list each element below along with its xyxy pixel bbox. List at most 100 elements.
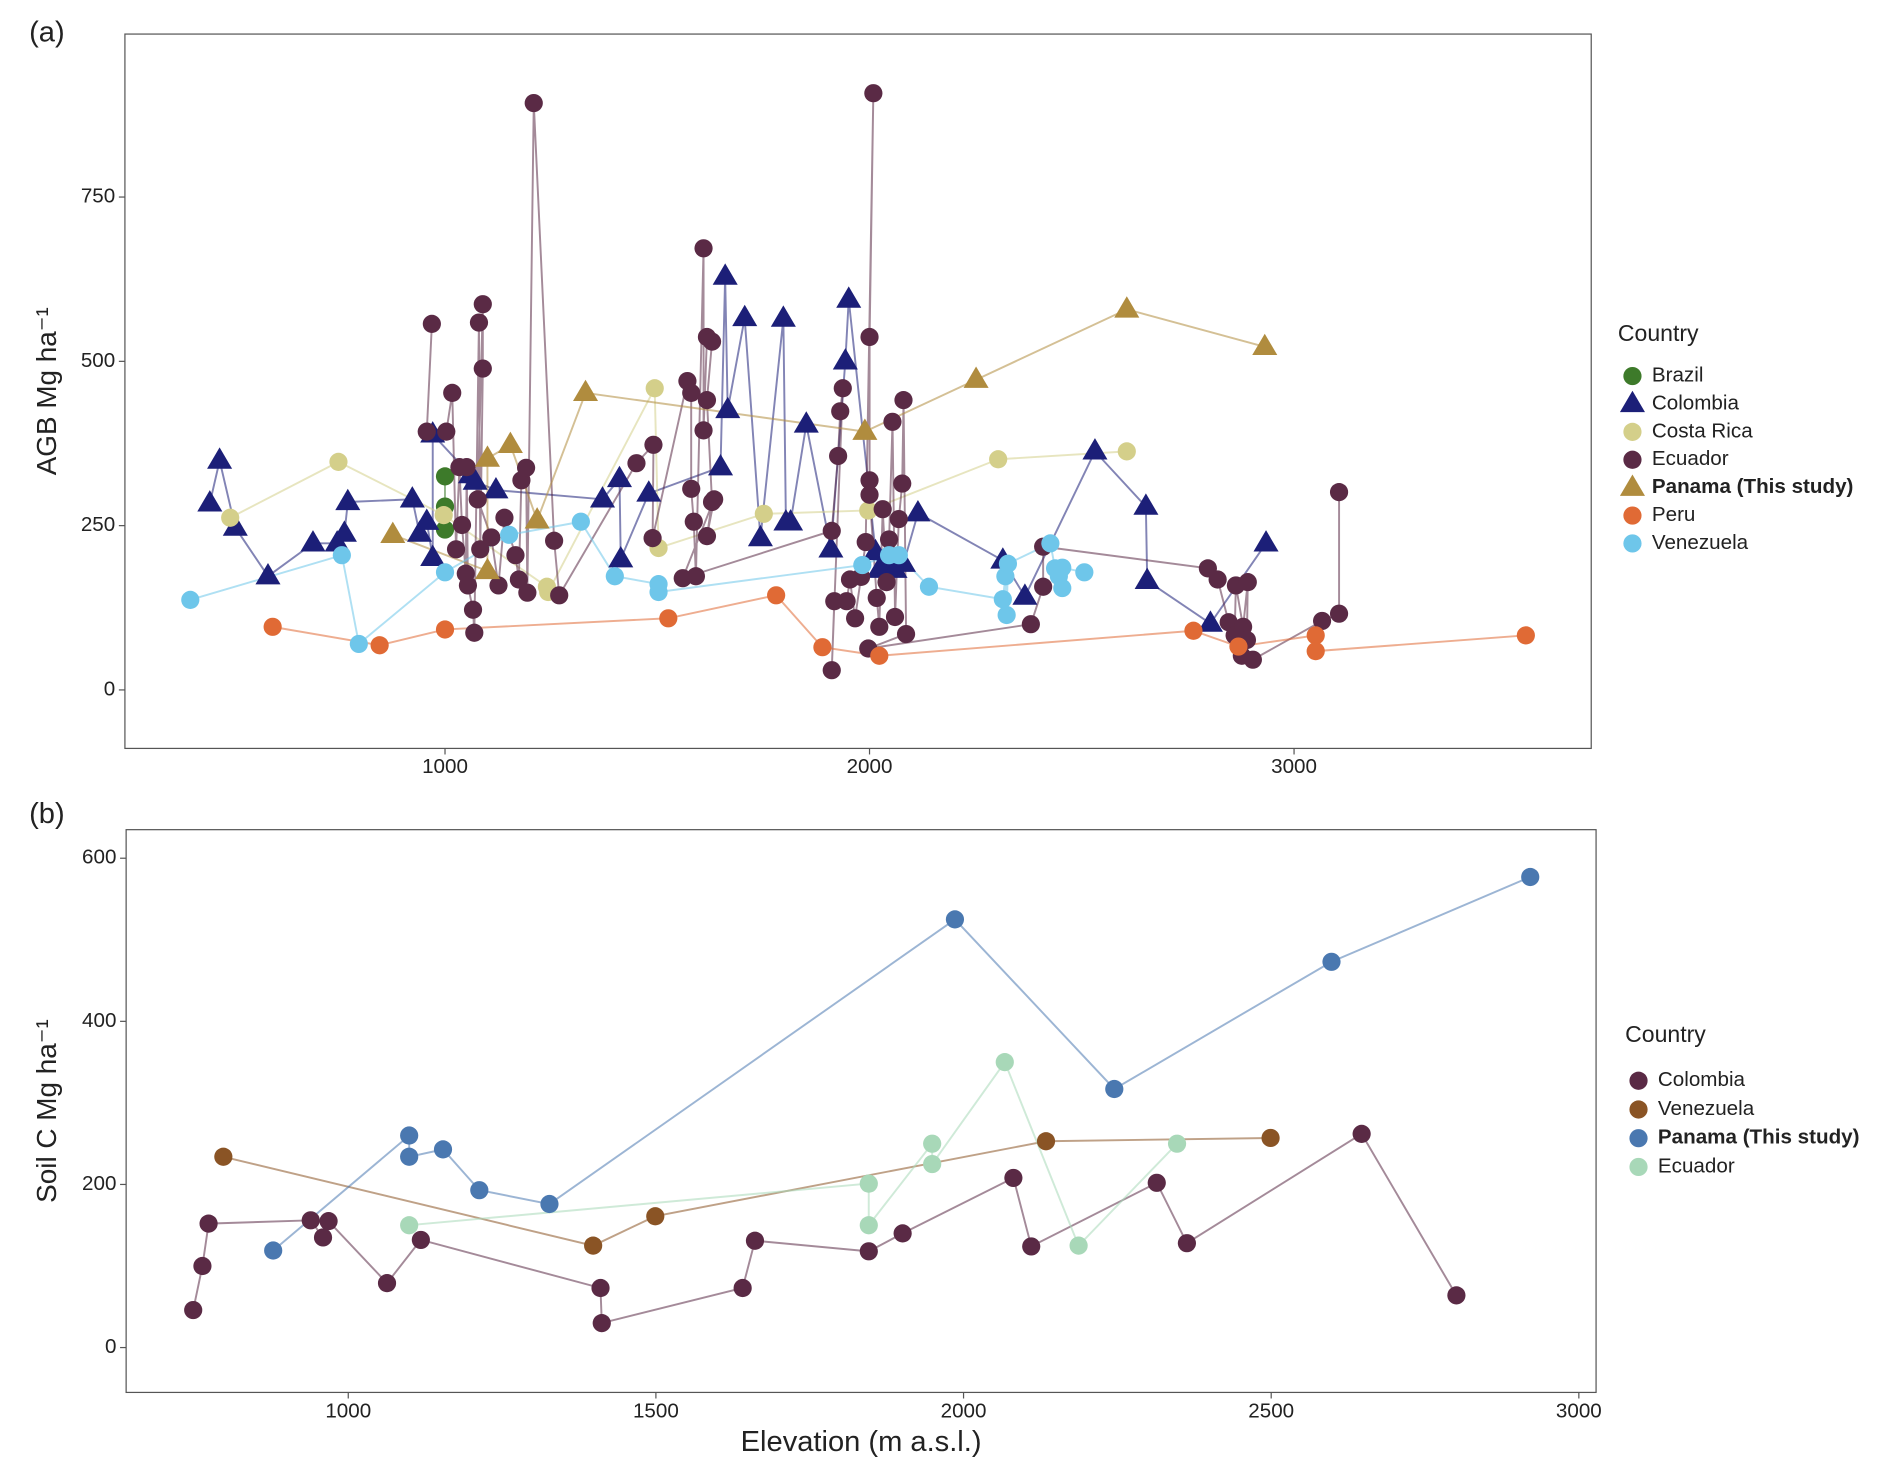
legend-marker	[1629, 1100, 1648, 1119]
data-point	[963, 366, 989, 388]
data-point	[1329, 483, 1349, 502]
data-point	[214, 1147, 233, 1166]
data-point	[945, 910, 965, 929]
x-tick-label: 2000	[847, 755, 893, 778]
legend-title: Country	[1618, 320, 1699, 346]
data-point	[199, 1214, 218, 1233]
legend-marker	[1619, 390, 1645, 413]
data-point	[1243, 650, 1262, 669]
data-point	[1022, 1237, 1041, 1256]
data-point	[1133, 493, 1159, 515]
data-point	[300, 530, 326, 552]
data-point	[1306, 642, 1325, 661]
data-point	[1177, 1234, 1196, 1253]
data-point	[1034, 577, 1053, 596]
data-point	[335, 488, 361, 511]
data-point	[923, 1154, 942, 1174]
data-point	[435, 467, 455, 486]
data-point	[584, 1236, 603, 1255]
data-point	[853, 555, 872, 575]
data-point	[649, 582, 668, 602]
series-line	[208, 276, 1267, 625]
data-point	[443, 383, 462, 402]
x-tick-label: 1000	[325, 1399, 371, 1422]
data-point	[1041, 534, 1060, 553]
data-point	[745, 1231, 765, 1250]
data-point	[417, 422, 436, 441]
data-point	[407, 520, 433, 542]
data-point	[591, 1278, 610, 1298]
data-point	[889, 546, 908, 565]
panel-label: (a)	[29, 17, 65, 49]
data-point	[463, 600, 483, 619]
data-point	[495, 508, 514, 527]
data-point	[457, 458, 476, 477]
y-tick-label: 500	[81, 349, 115, 372]
data-point	[694, 421, 713, 440]
legend-label: Peru	[1652, 503, 1696, 526]
y-tick-label: 400	[82, 1009, 116, 1032]
data-point	[331, 520, 357, 542]
legend-label: Venezuela	[1658, 1097, 1755, 1120]
data-point	[733, 1278, 752, 1298]
data-point	[437, 422, 456, 441]
data-point	[422, 314, 441, 333]
data-point	[1312, 611, 1332, 631]
data-point	[545, 531, 564, 550]
data-point	[516, 458, 536, 477]
legend-label: Ecuador	[1652, 447, 1729, 470]
legend-marker	[1629, 1071, 1648, 1090]
data-point	[414, 508, 440, 530]
data-point	[377, 1274, 397, 1293]
data-point	[702, 332, 722, 351]
legend-marker	[1623, 450, 1642, 469]
plot-frame	[125, 829, 1597, 1394]
data-point	[813, 638, 832, 657]
data-point	[1184, 621, 1203, 640]
data-point	[1147, 1173, 1166, 1192]
data-point	[747, 524, 773, 547]
data-point	[1167, 1134, 1187, 1153]
data-point	[606, 465, 633, 488]
data-point	[864, 84, 883, 103]
data-point	[1021, 615, 1040, 634]
data-point	[715, 396, 741, 419]
data-point	[497, 431, 523, 453]
data-point	[255, 563, 281, 585]
x-axis-title: Elevation (m a.s.l.)	[741, 1426, 982, 1458]
data-point	[770, 305, 796, 327]
data-point	[263, 617, 282, 636]
data-point	[608, 545, 634, 568]
legend-marker	[1629, 1157, 1648, 1177]
data-point	[468, 490, 487, 509]
y-tick-label: 600	[82, 846, 116, 869]
data-point	[1075, 563, 1094, 582]
data-point	[550, 586, 569, 605]
data-point	[380, 521, 406, 544]
data-point	[856, 532, 875, 552]
data-point	[1105, 1079, 1124, 1099]
data-point	[434, 506, 453, 525]
data-point	[697, 527, 717, 546]
y-axis-title: Soil C Mg ha⁻¹	[31, 1019, 62, 1203]
data-point	[894, 391, 913, 410]
data-point	[998, 554, 1018, 573]
data-point	[184, 1300, 203, 1320]
panel-label: (b)	[29, 798, 65, 830]
data-point	[465, 623, 484, 642]
data-point	[636, 480, 662, 502]
data-point	[473, 359, 492, 378]
data-point	[264, 1241, 283, 1260]
data-point	[1197, 610, 1223, 632]
data-point	[836, 286, 862, 308]
data-point	[1004, 1168, 1023, 1188]
data-point	[837, 592, 856, 611]
data-point	[349, 634, 368, 654]
data-point	[860, 485, 879, 504]
y-tick-label: 750	[81, 184, 115, 207]
data-point	[181, 590, 200, 609]
data-point	[905, 499, 931, 522]
data-point	[873, 500, 892, 519]
data-point	[452, 515, 472, 535]
data-point	[859, 1174, 878, 1193]
